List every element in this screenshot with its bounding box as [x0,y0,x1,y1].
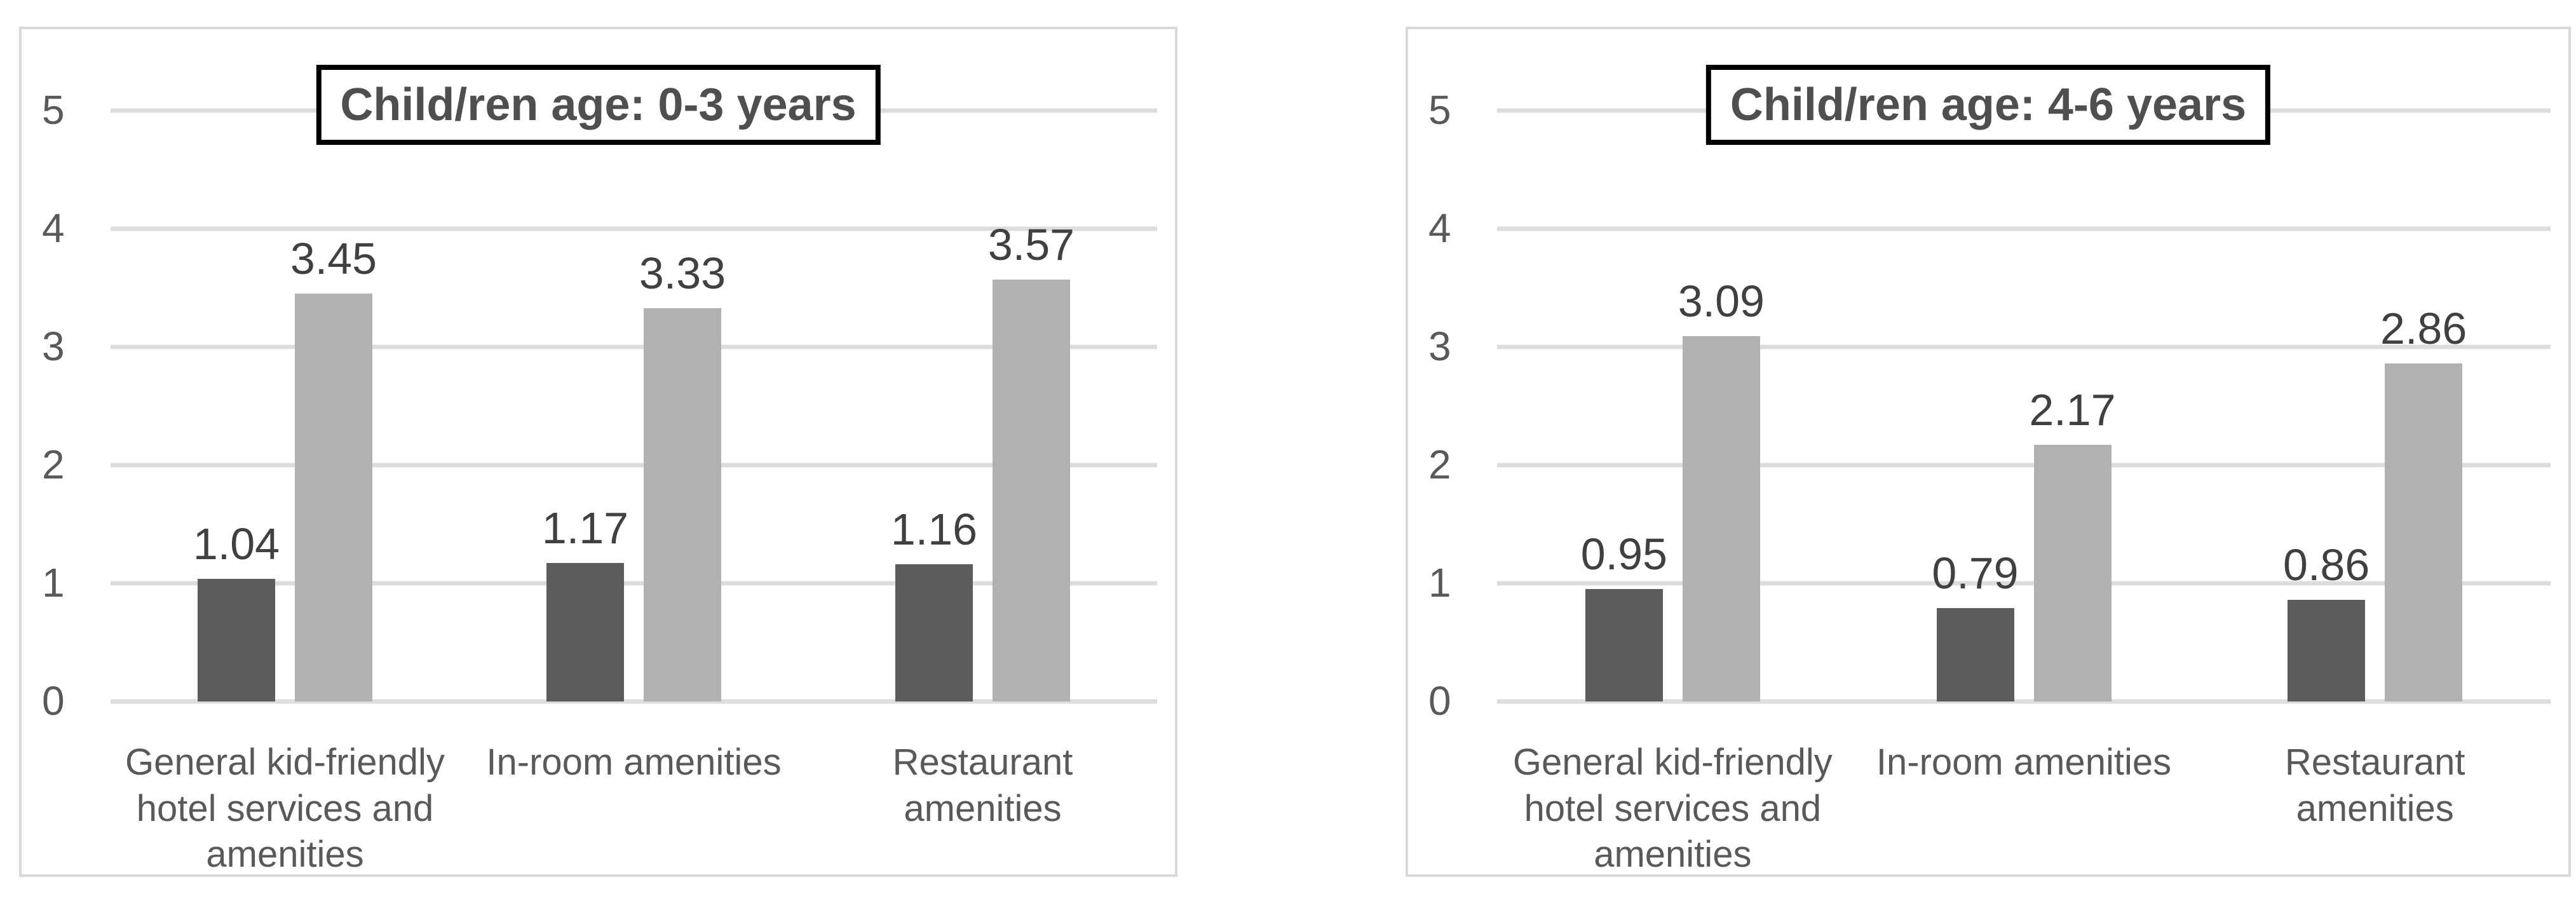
bar-group-2: 0.79 2.17 [1848,111,2200,702]
bar-value-label: 0.79 [1932,548,2019,599]
bar-series1-cat3: 0.86 [2283,541,2369,702]
y-tick-label-3: 3 [1428,323,1451,370]
y-tick-label-1: 1 [1428,560,1451,606]
bar-series1-cat3: 1.16 [891,505,977,702]
gridline-4 [111,226,1157,231]
x-axis-labels: General kid-friendly hotel services and … [111,740,1157,878]
bar-groups: 0.95 3.09 0.79 2.17 0.86 2.86 [1497,111,2551,702]
chart-title: Child/ren age: 0-3 years [340,79,857,130]
y-tick-label-3: 3 [42,323,65,370]
bar-series2-cat1: 3.09 [1678,277,1765,702]
bar-value-label: 3.45 [290,234,377,284]
chart-title-box: Child/ren age: 0-3 years [316,65,881,145]
gridline-3 [111,344,1157,349]
y-tick-label-5: 5 [42,87,65,133]
bar-value-label: 1.04 [193,518,280,569]
bar-groups: 1.04 3.45 1.17 3.33 1.16 3.57 [111,111,1157,702]
bar-value-label: 3.09 [1678,276,1765,327]
gridline-0 [111,699,1157,704]
bar-series2-cat1: 3.45 [290,234,377,702]
bar-series2-cat3: 3.57 [988,220,1074,702]
bar-group-1: 0.95 3.09 [1497,111,1848,702]
category-label-2: In-room amenities [486,742,782,783]
bar-series2-cat2: 2.17 [2029,386,2116,702]
bar-series1-cat2: 0.79 [1932,549,2019,702]
y-tick-label-0: 0 [1428,678,1451,724]
bar-group-3: 1.16 3.57 [808,111,1157,702]
bar-series2-cat3: 2.86 [2380,304,2467,702]
category-label-3: Restaurant amenities [2284,742,2465,829]
bar-group-2: 1.17 3.33 [459,111,808,702]
bar-value-label: 1.16 [890,505,978,555]
bar-group-1: 1.04 3.45 [111,111,459,702]
bar-value-label: 3.57 [987,219,1075,269]
y-tick-label-1: 1 [42,560,65,606]
plot-area: 0 1 2 3 4 5 0.95 3.09 0.79 2.17 0.86 2.86 [1428,90,2551,721]
bar-group-3: 0.86 2.86 [2199,111,2551,702]
bar-series2-cat2: 3.33 [639,248,726,702]
gridline-4 [1497,226,2551,231]
y-tick-label-2: 2 [1428,442,1451,488]
category-label-3: Restaurant amenities [892,742,1073,829]
chart-panel-age-0-3: Child/ren age: 0-3 years 0 1 2 3 4 5 1.04 3.45 1… [19,27,1177,877]
category-label-1: General kid-friendly hotel services and … [125,742,445,875]
category-label-2: In-room amenities [1876,742,2172,783]
y-tick-label-4: 4 [42,205,65,252]
y-tick-label-0: 0 [42,678,65,724]
bar-value-label: 1.17 [541,503,629,553]
chart-title-box: Child/ren age: 4-6 years [1705,65,2271,145]
gridline-0 [1497,699,2551,704]
bar-value-label: 2.86 [2380,304,2467,354]
chart-title: Child/ren age: 4-6 years [1730,79,2247,130]
bar-value-label: 3.33 [639,248,726,298]
bar-series1-cat1: 0.95 [1581,530,1667,702]
gridline-2 [111,463,1157,468]
bar-value-label: 0.95 [1580,529,1667,580]
gridline-3 [1497,344,2551,349]
category-label-1: General kid-friendly hotel services and … [1512,742,1833,875]
plot-area: 0 1 2 3 4 5 1.04 3.45 1.17 3.33 1.16 3.57 [42,90,1157,721]
gridline-2 [1497,463,2551,468]
chart-panel-age-4-6: Child/ren age: 4-6 years 0 1 2 3 4 5 0.95 3.09 0… [1406,27,2571,877]
y-tick-label-2: 2 [42,442,65,488]
gridline-1 [111,581,1157,586]
y-tick-label-4: 4 [1428,205,1451,252]
gridline-1 [1497,581,2551,586]
bar-value-label: 0.86 [2283,540,2370,590]
bar-value-label: 2.17 [2029,385,2116,435]
bar-series1-cat1: 1.04 [193,519,280,702]
bar-series1-cat2: 1.17 [542,504,628,702]
y-tick-label-5: 5 [1428,87,1451,133]
x-axis-labels: General kid-friendly hotel services and … [1497,740,2551,878]
